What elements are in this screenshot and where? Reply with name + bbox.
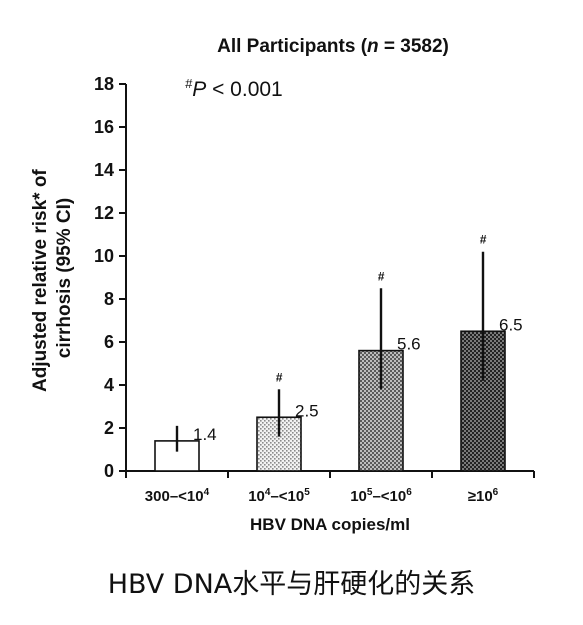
value-label: 6.5 [499,315,523,334]
x-tick-label: 105–<106 [350,487,412,505]
value-label: 1.4 [193,425,217,444]
x-tick-label: 300–<104 [145,487,210,505]
significance-note: #P < 0.001 [185,76,283,101]
bars: 1.4 2.5 #5.6 #6.5 # [154,233,523,472]
chart-title: All Participants (n = 3582) [217,36,449,57]
y-axis-label: Adjusted relative risk* of cirrhosis (95… [30,164,75,392]
title-n: n [367,36,379,57]
y-tick-label: 8 [104,289,114,309]
y-tick-label: 2 [104,418,114,438]
y-axis-label-line2: cirrhosis (95% CI) [54,198,75,359]
x-tick-label: 104–<105 [248,487,310,505]
significance-symbol: # [185,76,193,91]
y-tick-label: 18 [94,74,114,94]
y-tick-label: 4 [104,375,114,395]
x-axis: 300–<104 104–<105 105–<106 ≥106 [125,470,535,505]
bar [256,416,302,472]
y-tick-label: 14 [94,160,114,180]
y-axis-label-line1: Adjusted relative risk* of [30,169,51,392]
x-tick-label: ≥106 [468,487,499,505]
title-suffix: = 3582) [379,36,449,57]
significance-text: < 0.001 [206,78,282,101]
figure-caption: HBV DNA水平与肝硬化的关系 [107,569,476,600]
y-tick-label: 12 [94,203,114,223]
significance-marker: # [378,269,385,283]
title-prefix: All Participants ( [217,36,368,57]
y-tick-label: 10 [94,246,114,266]
y-axis: 0 2 4 6 8 10 12 14 16 18 [94,74,127,481]
value-label: 5.6 [397,335,421,354]
significance-marker: # [276,370,283,384]
value-label: 2.5 [295,401,319,420]
x-axis-label: HBV DNA copies/ml [250,515,410,534]
y-tick-label: 6 [104,332,114,352]
chart: All Participants (n = 3582) #P < 0.001 A… [30,36,535,534]
y-tick-label: 0 [104,461,114,481]
y-tick-label: 16 [94,117,114,137]
significance-p: P [192,78,206,101]
significance-marker: # [480,233,487,247]
